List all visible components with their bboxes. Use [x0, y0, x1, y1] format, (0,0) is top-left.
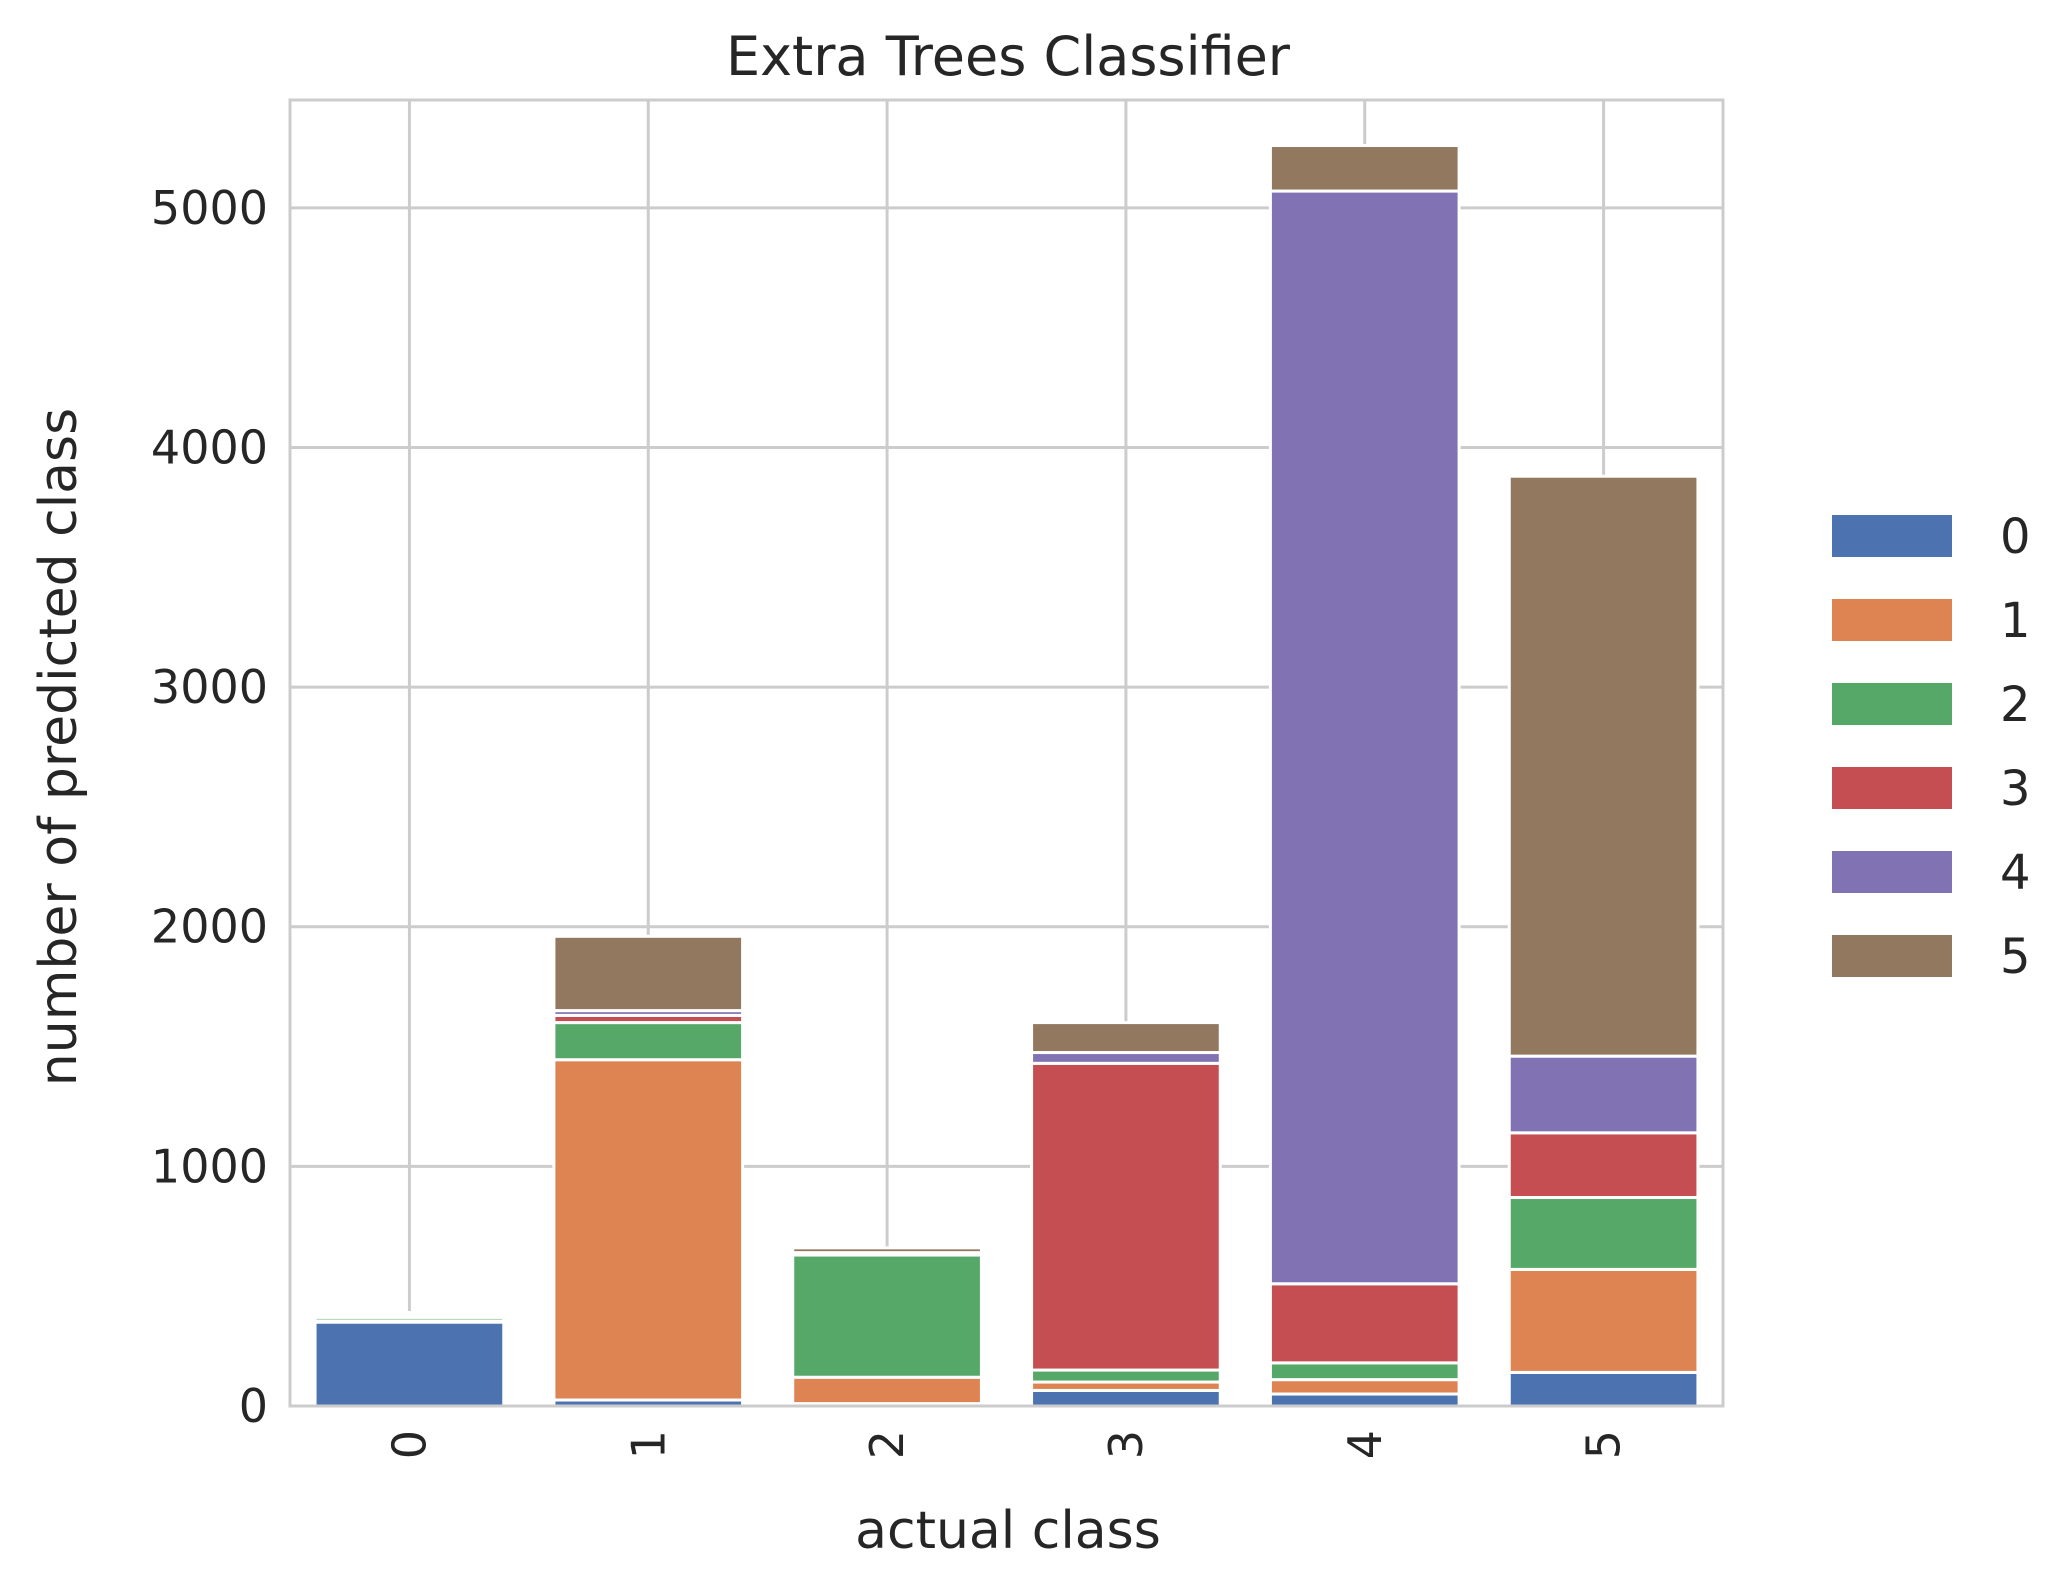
legend-label-2: 2 — [2000, 677, 2031, 733]
legend-label-1: 1 — [2000, 593, 2031, 649]
bar-actual-5-predicted-3 — [1507, 1131, 1700, 1200]
bar-actual-3-predicted-4 — [1030, 1051, 1222, 1065]
legend-swatch-3 — [1832, 767, 1952, 809]
x-tick-label: 0 — [382, 1430, 436, 1459]
x-tick-label: 2 — [860, 1430, 914, 1459]
bar-actual-2-predicted-2 — [791, 1253, 983, 1379]
y-tick-label: 5000 — [151, 181, 268, 235]
y-tick-label: 1000 — [151, 1139, 268, 1193]
bar-actual-5-predicted-2 — [1507, 1196, 1700, 1271]
bar-actual-5-predicted-1 — [1507, 1267, 1700, 1374]
legend: 0 1 2 3 4 5 — [1832, 509, 2031, 985]
bar-actual-2-predicted-1 — [791, 1375, 983, 1406]
x-axis-label: actual class — [855, 1501, 1161, 1561]
bar-actual-0-predicted-5 — [313, 1311, 506, 1317]
y-tick-label: 4000 — [151, 420, 268, 474]
bar-actual-4-predicted-4 — [1268, 189, 1461, 1286]
bar-actual-4-predicted-2 — [1268, 1361, 1461, 1382]
y-tick-label: 0 — [239, 1379, 268, 1433]
legend-swatch-1 — [1832, 599, 1952, 641]
legend-label-3: 3 — [2000, 761, 2031, 817]
y-tick-labels: 0 1000 2000 3000 4000 5000 — [151, 181, 268, 1433]
bar-actual-4-predicted-1 — [1268, 1378, 1461, 1396]
y-tick-label: 2000 — [151, 900, 268, 954]
bar-actual-5-predicted-4 — [1507, 1054, 1700, 1135]
legend-swatch-2 — [1832, 683, 1952, 725]
bar-actual-3-predicted-5 — [1030, 1021, 1222, 1055]
x-tick-label: 5 — [1577, 1430, 1631, 1459]
bar-actual-1-predicted-1 — [552, 1058, 745, 1402]
y-axis-label: number of predicted class — [29, 408, 89, 1086]
bars — [313, 144, 1700, 1408]
legend-label-5: 5 — [2000, 929, 2031, 985]
plot-frame — [288, 98, 1725, 1408]
x-tick-label: 1 — [621, 1430, 675, 1459]
bar-actual-5-predicted-5 — [1507, 474, 1700, 1058]
legend-swatch-5 — [1832, 935, 1952, 977]
bar-actual-4-predicted-0 — [1268, 1392, 1461, 1408]
bar-actual-5-predicted-0 — [1507, 1370, 1700, 1408]
x-tick-label: 4 — [1338, 1430, 1392, 1459]
bar-actual-3-predicted-0 — [1030, 1388, 1222, 1408]
x-tick-label: 3 — [1099, 1430, 1153, 1459]
legend-label-4: 4 — [2000, 845, 2031, 901]
y-tick-label: 3000 — [151, 660, 268, 714]
bar-actual-3-predicted-2 — [1030, 1368, 1222, 1384]
legend-swatch-4 — [1832, 851, 1952, 893]
bar-actual-4-predicted-3 — [1268, 1282, 1461, 1365]
legend-label-0: 0 — [2000, 509, 2031, 565]
bar-actual-2-predicted-5 — [791, 1246, 983, 1255]
bar-actual-1-predicted-2 — [552, 1021, 745, 1062]
bar-actual-1-predicted-5 — [552, 934, 745, 1013]
legend-swatch-0 — [1832, 515, 1952, 557]
x-tick-labels: 0 1 2 3 4 5 — [382, 1430, 1630, 1459]
chart-title: Extra Trees Classifier — [726, 25, 1291, 88]
bar-actual-3-predicted-3 — [1030, 1061, 1222, 1372]
bar-actual-4-predicted-5 — [1268, 144, 1461, 193]
bar-actual-0-predicted-0 — [313, 1320, 506, 1408]
